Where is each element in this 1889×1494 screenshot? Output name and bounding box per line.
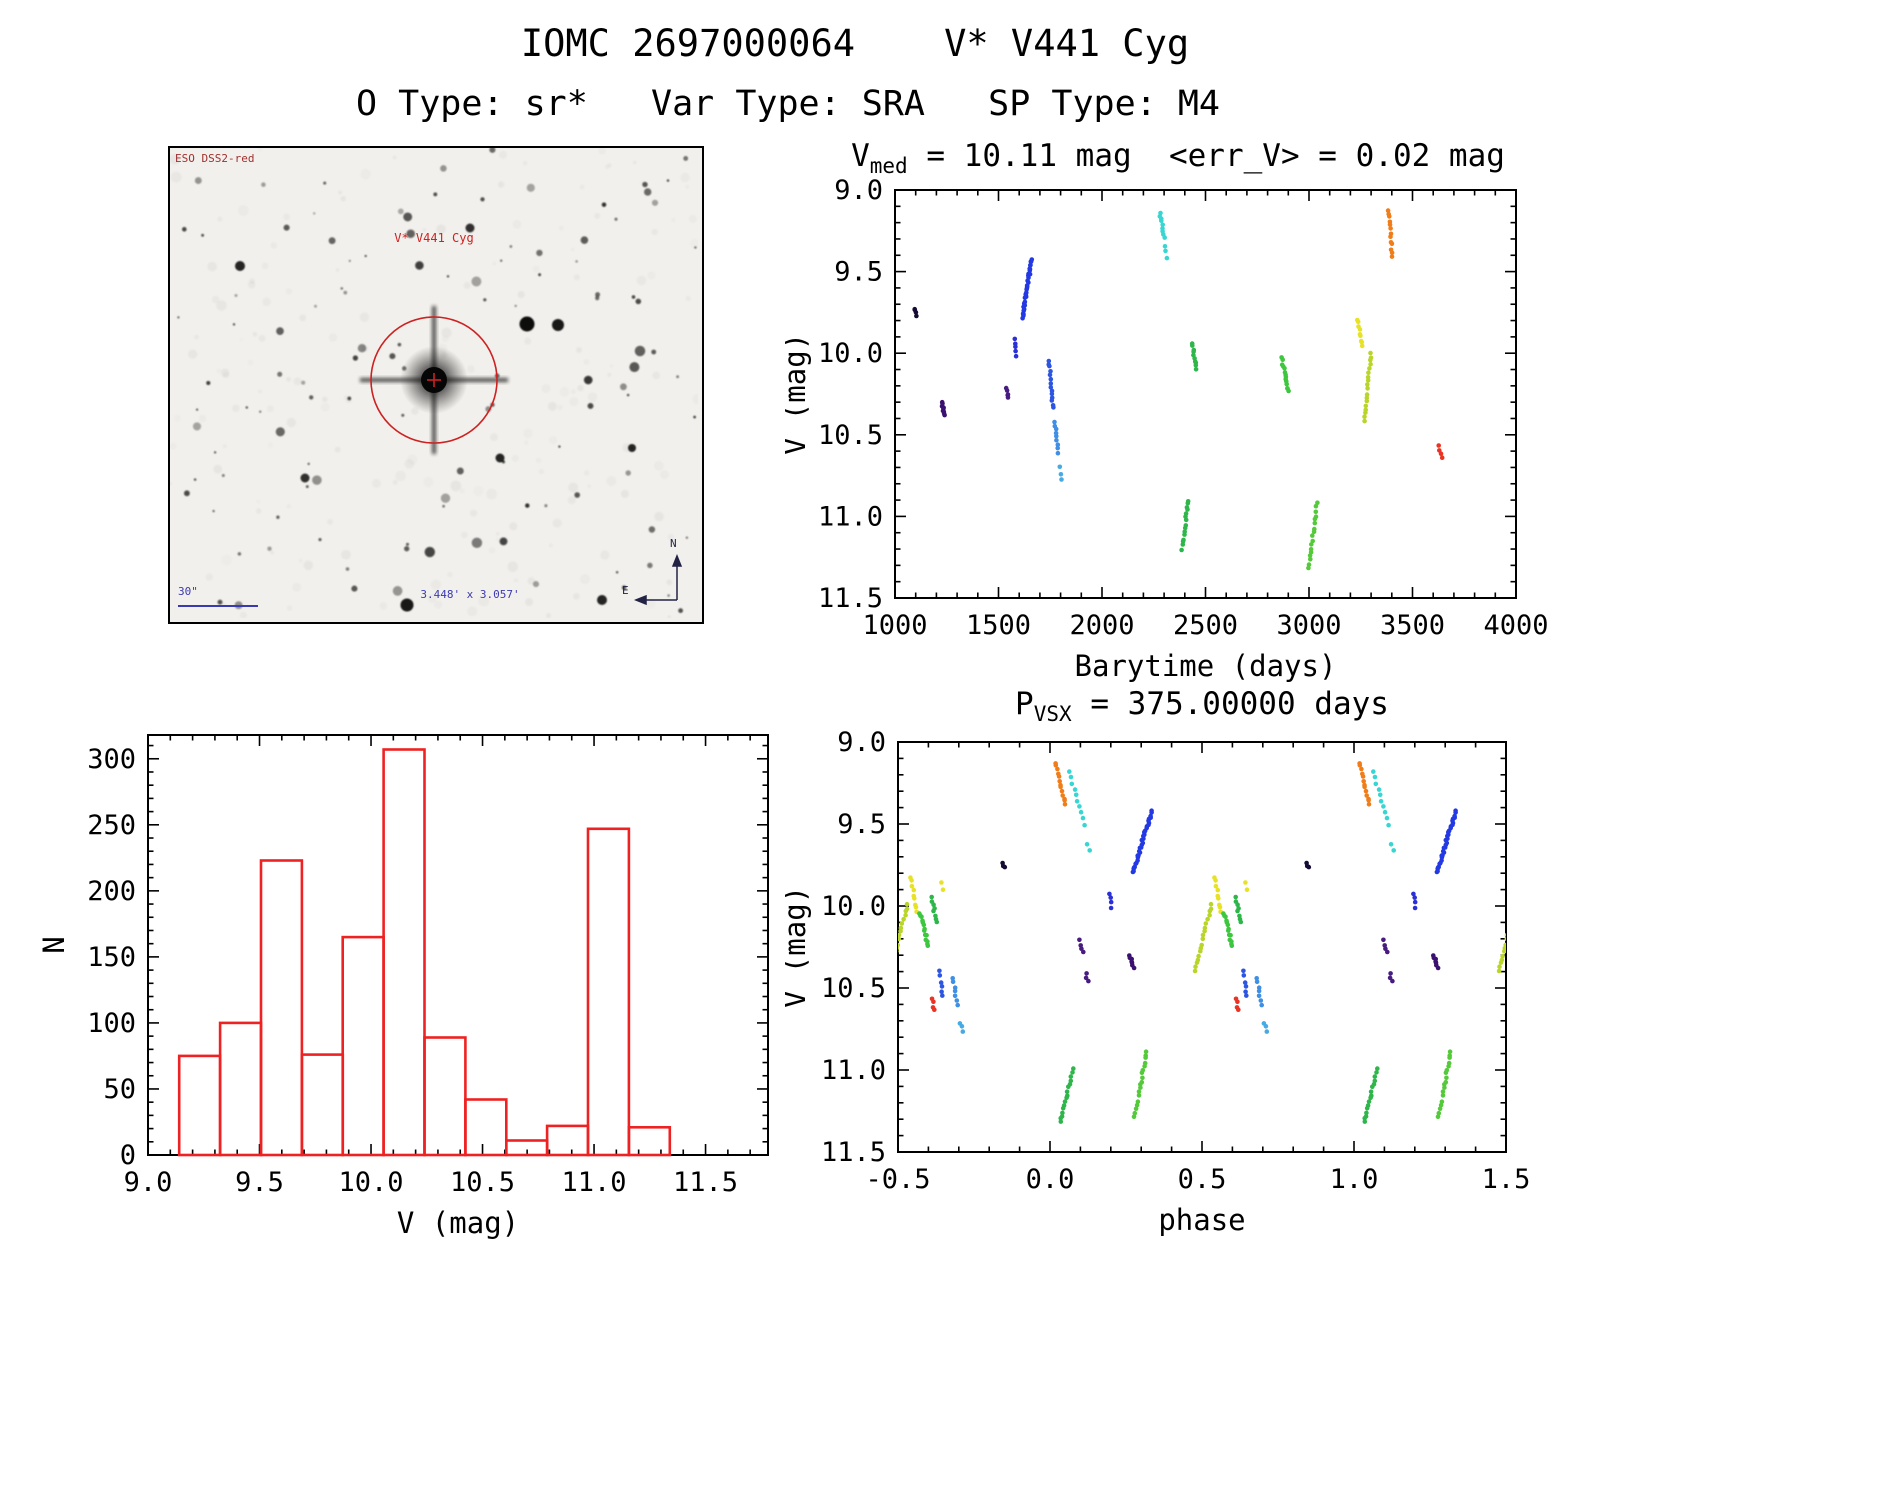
- svg-text:9.0: 9.0: [124, 1167, 173, 1198]
- svg-text:10.5: 10.5: [818, 420, 883, 451]
- ticks: [147, 735, 768, 1156]
- field-stars: [177, 148, 697, 613]
- data-points: [912, 208, 1445, 571]
- svg-text:10.0: 10.0: [818, 338, 883, 369]
- phase_plot-canvas: -0.5 0.0 0.5 1.0 1.5 9.0 9.5 10.0 10.5 11.0 11.5 ph…: [785, 727, 1530, 1237]
- phase-folded-plot: -0.5 0.0 0.5 1.0 1.5 9.0 9.5 10.0 10.5 11.0 11.5 ph…: [785, 698, 1560, 1278]
- y-axis-label: V (mag): [785, 886, 812, 1008]
- y-axis-label: V (mag): [785, 333, 812, 455]
- histogram-plot: 9.0 9.5 10.0 10.5 11.0 11.5 0 50 100 150 200 250 300…: [40, 698, 840, 1298]
- finder-chart: ESO DSS2-red V* V441 Cyg 30" 3.448' x 3.…: [168, 146, 704, 624]
- page-subtitle: O Type: sr* Var Type: SRA SP Type: M4: [356, 84, 1220, 124]
- svg-text:0.0: 0.0: [1026, 1164, 1075, 1195]
- svg-text:1.0: 1.0: [1330, 1164, 1379, 1195]
- svg-text:10.5: 10.5: [821, 973, 886, 1004]
- svg-text:3000: 3000: [1276, 610, 1341, 641]
- svg-text:11.0: 11.0: [821, 1055, 886, 1086]
- light_curve-canvas: 1000 1500 2000 2500 3000 3500 4000 9.0 9.5 10.0 10…: [785, 175, 1549, 683]
- ticks: [894, 189, 1517, 599]
- light-curve-title: Vmed = 10.11 mag <err_V> = 0.02 mag: [851, 138, 1505, 178]
- histogram-canvas: 9.0 9.5 10.0 10.5 11.0 11.5 0 50 100 150 200 250 300…: [40, 734, 769, 1240]
- x-axis-label: phase: [1158, 1203, 1245, 1237]
- target-marker: [370, 316, 498, 444]
- data-points: [898, 761, 1506, 1124]
- svg-text:9.0: 9.0: [834, 175, 883, 206]
- svg-text:9.5: 9.5: [834, 257, 883, 288]
- svg-text:3500: 3500: [1380, 610, 1445, 641]
- svg-text:11.0: 11.0: [818, 501, 883, 532]
- survey-label: ESO DSS2-red: [175, 152, 255, 165]
- axes: [147, 734, 769, 1156]
- svg-text:1000: 1000: [862, 610, 927, 641]
- compass-east-label: E: [622, 584, 629, 597]
- ph-title-var: P: [1015, 686, 1034, 722]
- page-title: IOMC 2697000064 V* V441 Cyg: [520, 22, 1190, 65]
- svg-text:10.0: 10.0: [339, 1167, 404, 1198]
- tick-labels: -0.5 0.0 0.5 1.0 1.5 9.0 9.5 10.0 10.5 11.0 11.5 ph…: [785, 727, 1530, 1237]
- compass: [633, 553, 683, 606]
- svg-text:50: 50: [103, 1074, 136, 1105]
- compass-north-label: N: [670, 537, 677, 550]
- svg-text:2000: 2000: [1069, 610, 1134, 641]
- lc-title-rest: = 10.11 mag <err_V> = 0.02 mag: [907, 138, 1505, 174]
- tick-labels: 1000 1500 2000 2500 3000 3500 4000 9.0 9.5 10.0 10…: [785, 175, 1549, 683]
- scale-bar-label: 30": [178, 585, 198, 598]
- svg-text:10.5: 10.5: [450, 1167, 515, 1198]
- phase-plot-title: PVSX = 375.00000 days: [1015, 686, 1389, 726]
- svg-text:9.5: 9.5: [235, 1167, 284, 1198]
- svg-text:1500: 1500: [966, 610, 1031, 641]
- svg-text:200: 200: [87, 876, 136, 907]
- lc-title-subscript: med: [869, 154, 908, 179]
- svg-text:2500: 2500: [1173, 610, 1238, 641]
- axes: [894, 189, 1517, 599]
- svg-text:100: 100: [87, 1008, 136, 1039]
- light-curve-plot: 1000 1500 2000 2500 3000 3500 4000 9.0 9.5 10.0 10…: [785, 150, 1555, 698]
- svg-text:9.0: 9.0: [837, 727, 886, 758]
- svg-text:11.5: 11.5: [821, 1137, 886, 1168]
- svg-text:300: 300: [87, 744, 136, 775]
- ph-title-subscript: VSX: [1033, 702, 1072, 727]
- svg-text:0.5: 0.5: [1178, 1164, 1227, 1195]
- svg-text:1.5: 1.5: [1482, 1164, 1531, 1195]
- bars: [177, 748, 672, 1157]
- svg-text:4000: 4000: [1483, 610, 1548, 641]
- x-axis-label: Barytime (days): [1075, 649, 1337, 683]
- svg-text:0: 0: [120, 1140, 136, 1171]
- svg-text:150: 150: [87, 942, 136, 973]
- y-axis-label: N: [40, 936, 71, 953]
- tick-labels: 9.0 9.5 10.0 10.5 11.0 11.5 0 50 100 150 200 250 300…: [40, 744, 738, 1240]
- target-label: V* V441 Cyg: [394, 231, 474, 245]
- lc-title-var: V: [851, 138, 870, 174]
- svg-text:250: 250: [87, 810, 136, 841]
- svg-text:11.5: 11.5: [673, 1167, 738, 1198]
- ph-title-rest: = 375.00000 days: [1071, 686, 1389, 722]
- svg-text:11.5: 11.5: [818, 583, 883, 614]
- svg-text:10.0: 10.0: [821, 891, 886, 922]
- svg-text:9.5: 9.5: [837, 809, 886, 840]
- svg-text:-0.5: -0.5: [865, 1164, 930, 1195]
- svg-text:11.0: 11.0: [562, 1167, 627, 1198]
- background-noise: [170, 148, 698, 618]
- x-axis-label: V (mag): [397, 1206, 519, 1240]
- finder-canvas: [170, 148, 698, 618]
- fov-label: 3.448' x 3.057': [420, 588, 520, 601]
